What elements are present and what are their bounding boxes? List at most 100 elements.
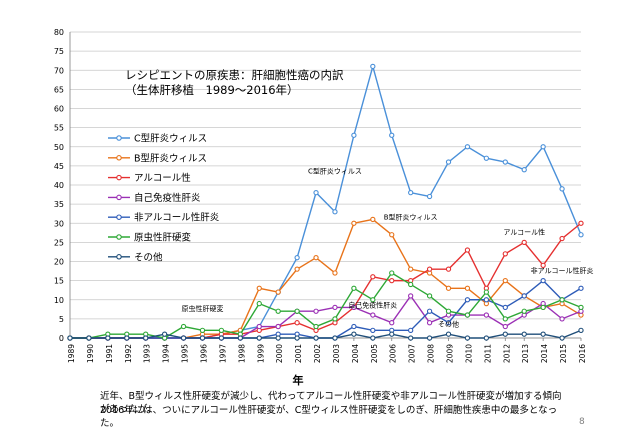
data-point [218, 335, 225, 341]
x-tick-label: 2003 [332, 344, 341, 363]
legend-swatch-marker [116, 135, 122, 141]
y-tick-label: 5 [59, 315, 64, 324]
data-point [389, 277, 395, 284]
annotation-label: アルコール性 [503, 228, 545, 237]
caption-line-1: 近年、B型ウィルス性肝硬変が減少し、代わってアルコール性肝硬変や非アルコール性肝… [100, 391, 562, 415]
data-point [199, 327, 206, 333]
data-point [351, 220, 357, 226]
x-tick-label: 1993 [143, 344, 152, 363]
legend-item: 原虫性肝硬変 [108, 232, 192, 244]
y-tick-label: 25 [54, 238, 64, 247]
legend-item: 非アルコール性肝炎 [108, 212, 220, 224]
data-point [502, 316, 508, 322]
data-point [275, 289, 281, 295]
legend-label: 自己免疫性肝炎 [134, 192, 201, 204]
data-point [445, 159, 452, 165]
x-tick-label: 1997 [218, 344, 227, 363]
legend-item: C型肝炎ウィルス [108, 134, 207, 145]
y-axis: 0 5 10 15 20 25 30 35 40 45 50 55 60 65 70 75 80 [54, 28, 71, 343]
series-lines [67, 63, 584, 341]
data-point [464, 247, 471, 253]
data-point [294, 335, 300, 341]
x-tick-label: 1991 [105, 344, 114, 363]
x-tick-label: 1999 [256, 344, 265, 363]
data-point [540, 331, 546, 337]
data-point [256, 323, 262, 330]
data-point [578, 327, 584, 333]
data-point [180, 335, 187, 341]
data-point [389, 320, 395, 326]
data-point [313, 335, 319, 341]
data-point [389, 232, 395, 238]
y-tick-label: 20 [54, 258, 64, 267]
data-point [464, 285, 471, 291]
data-point [483, 289, 490, 295]
data-point [521, 293, 527, 299]
legend-item: 自己免疫性肝炎 [108, 192, 201, 204]
data-point [332, 335, 338, 341]
x-tick-label: 2006 [389, 344, 398, 363]
data-point [578, 304, 584, 311]
data-point [370, 274, 376, 280]
data-point [559, 235, 565, 242]
annotation-label: C型肝炎ウィルス [308, 167, 362, 176]
x-tick-label: 1989 [67, 344, 76, 363]
data-point [464, 312, 471, 318]
data-point [483, 297, 490, 303]
data-point [521, 167, 527, 173]
y-tick-label: 30 [54, 219, 64, 228]
x-tick-label: 2002 [313, 344, 322, 363]
page-number: 8 [579, 417, 585, 427]
data-point [559, 186, 565, 192]
caption-line-2: 2016年には、ついにアルコール性肝硬変が、C型ウィルス性肝硬変をしのぎ、肝細胞… [100, 405, 558, 429]
data-point [294, 255, 300, 261]
data-point [275, 308, 281, 314]
data-point [464, 144, 471, 150]
legend-swatch-marker [116, 254, 122, 260]
x-tick-label: 2000 [275, 344, 284, 363]
y-tick-label: 70 [54, 66, 64, 75]
y-tick-label: 40 [54, 181, 64, 190]
y-tick-label: 60 [54, 105, 64, 114]
data-point [256, 335, 262, 341]
y-tick-label: 50 [54, 143, 64, 152]
data-point [237, 335, 243, 341]
x-tick-label: 1994 [162, 344, 171, 363]
y-tick-label: 45 [54, 162, 64, 171]
data-point [408, 335, 414, 341]
legend: C型肝炎ウィルス B型肝炎ウィルスアルコール性自己免疫性肝炎非アルコール性肝炎原虫… [108, 134, 220, 263]
data-point [143, 335, 149, 341]
data-point [313, 255, 319, 261]
x-tick-label: 2015 [559, 344, 568, 363]
legend-swatch-marker [116, 234, 122, 240]
data-point [426, 293, 433, 299]
x-tick-label: 2014 [540, 344, 549, 363]
data-point [559, 335, 565, 341]
data-point [445, 285, 452, 291]
legend-label: 原虫性肝硬変 [134, 232, 192, 244]
data-point [578, 232, 584, 238]
data-point [313, 308, 319, 314]
data-point [540, 262, 546, 268]
data-point [408, 327, 414, 333]
legend-label: その他 [134, 251, 163, 263]
y-tick-label: 15 [54, 277, 64, 286]
x-tick-label: 2012 [502, 344, 511, 363]
annotation-label: 原虫性肝硬変 [181, 304, 223, 313]
data-point [332, 316, 338, 322]
data-point [67, 335, 73, 341]
legend-item: その他 [108, 251, 163, 263]
legend-item: B型肝炎ウィルス [108, 153, 207, 164]
legend-label: B型肝炎ウィルス [134, 153, 207, 164]
data-point [370, 63, 376, 70]
legend-label: アルコール性 [134, 172, 191, 184]
x-tick-label: 1998 [237, 344, 246, 363]
data-point [502, 159, 508, 165]
data-point [408, 266, 414, 272]
data-point [483, 335, 490, 341]
data-point [502, 323, 508, 330]
data-point [483, 312, 490, 318]
data-point [294, 320, 300, 326]
data-point [521, 308, 527, 314]
